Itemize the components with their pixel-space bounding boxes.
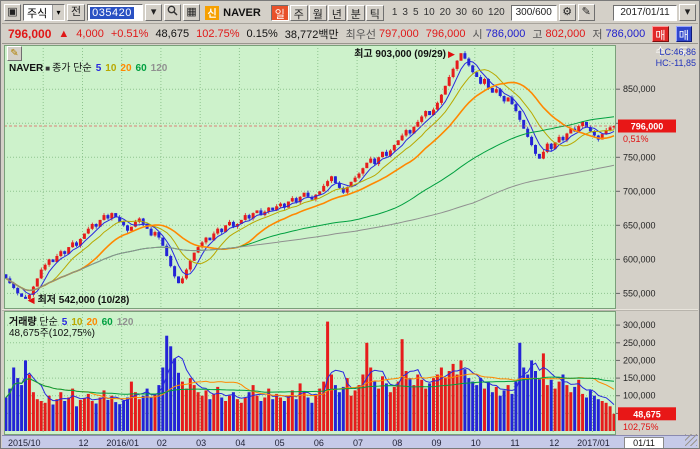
volume-chart[interactable]: 300,000250,000200,000150,000100,00050,00… bbox=[4, 311, 698, 435]
open-price: 786,000 bbox=[485, 27, 526, 40]
best-quote-label: 최우선 bbox=[345, 28, 376, 41]
svg-text:150,000: 150,000 bbox=[623, 373, 656, 383]
svg-text:750,000: 750,000 bbox=[623, 152, 656, 162]
period-group: 일 주 월 년 분 틱 bbox=[270, 4, 384, 21]
up-arrow-icon: ▲ bbox=[58, 27, 70, 40]
svg-text:▶: ▶ bbox=[448, 49, 455, 59]
period-week-button[interactable]: 주 bbox=[289, 4, 308, 21]
best-bid: 796,000 bbox=[425, 27, 466, 40]
buy-button[interactable]: 매수 bbox=[652, 25, 669, 58]
x-axis-label: 08 bbox=[392, 438, 403, 448]
draw-tool-icon[interactable]: ✎ bbox=[577, 4, 595, 21]
price-change: 4,000 bbox=[76, 27, 104, 40]
svg-text:100,000: 100,000 bbox=[623, 391, 656, 401]
stock-status-badge: 신 bbox=[205, 5, 220, 20]
svg-text:600,000: 600,000 bbox=[623, 254, 656, 264]
volume-value: 48,675 bbox=[155, 27, 190, 40]
date-field[interactable]: 2017/01/11 bbox=[613, 4, 677, 21]
x-axis-label: 02 bbox=[156, 438, 167, 448]
x-axis-label: 10 bbox=[470, 438, 481, 448]
quote-bar: 796,000 ▲ 4,000 +0.51% 48,675 102.75% 0.… bbox=[2, 24, 698, 58]
code-dropdown-icon[interactable]: ▾ bbox=[145, 4, 163, 21]
x-axis-label: 06 bbox=[313, 438, 324, 448]
period-month-button[interactable]: 월 bbox=[308, 4, 327, 21]
low-label: 저 bbox=[592, 28, 603, 41]
svg-text:◀: ◀ bbox=[28, 295, 35, 305]
svg-text:최저 542,000 (10/28): 최저 542,000 (10/28) bbox=[38, 293, 130, 306]
turnover-pct: 0.15% bbox=[246, 27, 278, 40]
asset-type-value: 주식 bbox=[27, 7, 48, 20]
svg-text:200,000: 200,000 bbox=[623, 355, 656, 365]
current-price: 796,000 bbox=[8, 26, 52, 41]
asset-type-select[interactable]: 주식 ▾ bbox=[23, 4, 65, 21]
chart-tool-icon[interactable]: ✎ bbox=[7, 46, 22, 61]
price-chart[interactable]: 최고 903,000 (09/29) ▶ ◀ 최저 542,000 (10/28) 85… bbox=[4, 45, 698, 309]
prev-day-button[interactable]: 전 bbox=[67, 4, 86, 21]
chevron-down-icon: ▾ bbox=[52, 5, 64, 20]
time-axis[interactable]: 01/11 2015/10 12 2016/01 02 03 04 05 06 07 08 09 10… bbox=[2, 435, 698, 448]
x-axis-label: 04 bbox=[235, 438, 246, 448]
app-menu-icon[interactable]: ▣ bbox=[4, 4, 21, 21]
calendar-dropdown-icon[interactable]: ▾ bbox=[679, 4, 696, 21]
main-toolbar: ▣ 주식 ▾ 전 035420 ▾ ▦ 신 NAVER 일 주 월 년 분 틱 … bbox=[2, 2, 698, 24]
x-axis-label: 11 bbox=[510, 438, 520, 448]
open-label: 시 bbox=[472, 28, 483, 41]
svg-text:796,000: 796,000 bbox=[631, 122, 664, 132]
svg-text:300,000: 300,000 bbox=[623, 320, 656, 330]
interval-group: 1 3 5 10 20 30 60 120 bbox=[392, 7, 505, 18]
svg-text:650,000: 650,000 bbox=[623, 220, 656, 230]
x-axis-label: 09 bbox=[431, 438, 442, 448]
period-year-button[interactable]: 년 bbox=[327, 4, 346, 21]
x-axis-label: 05 bbox=[274, 438, 285, 448]
period-day-button[interactable]: 일 bbox=[270, 4, 289, 21]
x-axis-label: 12 bbox=[549, 438, 560, 448]
resize-grip[interactable] bbox=[685, 434, 697, 446]
settings-gear-icon[interactable]: ⚙ bbox=[558, 4, 576, 21]
high-price: 802,000 bbox=[545, 27, 586, 40]
svg-text:102,75%: 102,75% bbox=[623, 422, 659, 432]
x-axis-label: 03 bbox=[196, 438, 207, 448]
period-minute-button[interactable]: 분 bbox=[346, 4, 365, 21]
x-axis-label: 2015/10 bbox=[8, 438, 41, 448]
x-axis-label: 2017/01 bbox=[577, 438, 610, 448]
interval-option[interactable]: 1 bbox=[391, 7, 398, 18]
x-axis-label: 07 bbox=[353, 438, 364, 448]
svg-text:250,000: 250,000 bbox=[623, 338, 656, 348]
interval-option[interactable]: 30 bbox=[455, 7, 467, 18]
high-label: 고 bbox=[532, 28, 543, 41]
interval-option[interactable]: 5 bbox=[412, 7, 419, 18]
x-axis-label: 2016/01 bbox=[106, 438, 139, 448]
interval-option[interactable]: 3 bbox=[402, 7, 408, 18]
svg-text:550,000: 550,000 bbox=[623, 288, 656, 298]
bar-count-field[interactable]: 300/600 bbox=[510, 4, 557, 21]
low-price: 786,000 bbox=[605, 27, 646, 40]
interval-option[interactable]: 120 bbox=[488, 7, 505, 18]
price-change-pct: +0.51% bbox=[110, 27, 149, 40]
period-tick-button[interactable]: 틱 bbox=[365, 4, 384, 21]
interval-option[interactable]: 20 bbox=[439, 7, 451, 18]
svg-text:850,000: 850,000 bbox=[623, 84, 656, 94]
volume-ratio: 102.75% bbox=[196, 27, 240, 40]
trade-value: 38,772백만 bbox=[284, 28, 339, 41]
stock-name: NAVER bbox=[223, 6, 261, 19]
current-date-label: 01/11 bbox=[624, 437, 664, 448]
svg-text:LC:46,86: LC:46,86 bbox=[659, 47, 696, 57]
x-axis-label: 12 bbox=[78, 438, 89, 448]
mini-chart-icon[interactable]: ▦ bbox=[183, 4, 201, 21]
sell-button[interactable]: 매도 bbox=[675, 25, 692, 58]
interval-option[interactable]: 10 bbox=[423, 7, 435, 18]
svg-text:0,51%: 0,51% bbox=[623, 134, 649, 144]
svg-text:HC:-11,85: HC:-11,85 bbox=[656, 58, 696, 68]
stock-code-input[interactable]: 035420 bbox=[87, 4, 144, 21]
pane-splitter[interactable] bbox=[2, 309, 698, 311]
svg-text:48,675: 48,675 bbox=[633, 409, 661, 419]
svg-text:700,000: 700,000 bbox=[623, 186, 656, 196]
svg-text:최고 903,000 (09/29): 최고 903,000 (09/29) bbox=[354, 47, 446, 60]
interval-option[interactable]: 60 bbox=[471, 7, 484, 18]
best-ask: 797,000 bbox=[379, 27, 419, 40]
search-icon[interactable] bbox=[164, 4, 182, 21]
stock-code-value: 035420 bbox=[90, 6, 134, 19]
